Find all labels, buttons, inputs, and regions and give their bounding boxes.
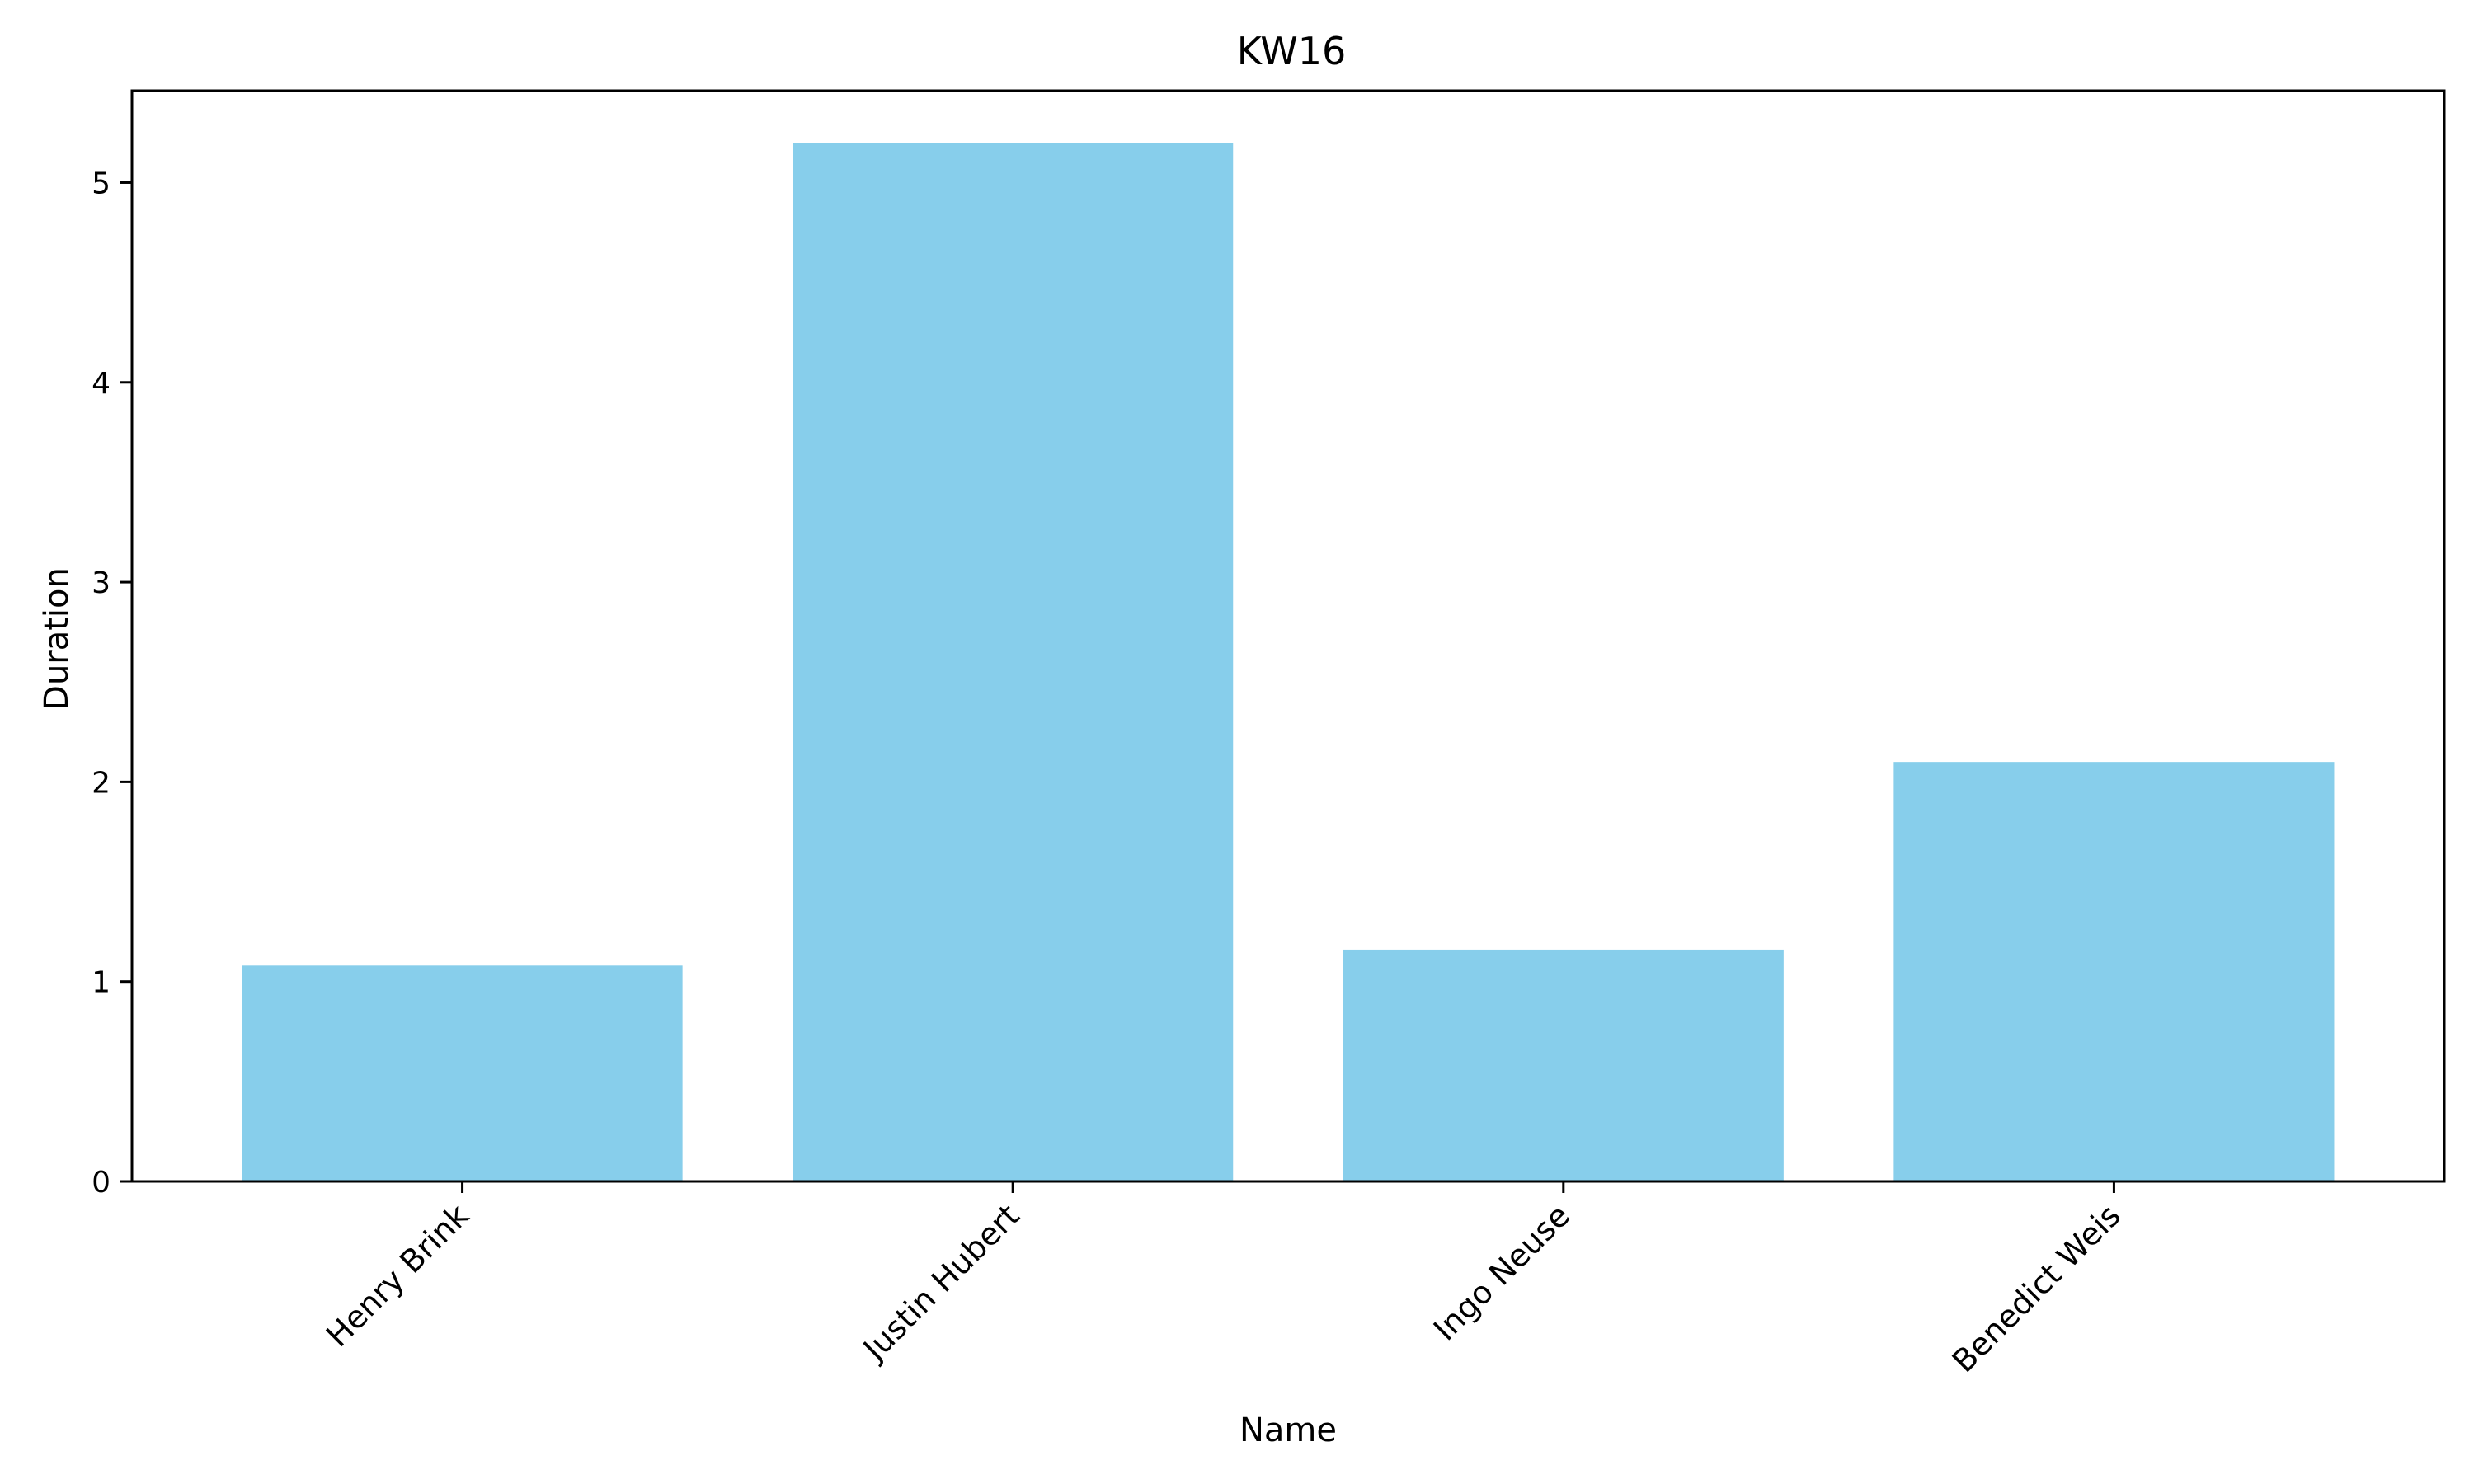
y-tick-label: 2 [92,766,111,800]
y-axis-label: Duration [38,567,76,711]
bar-ingo-neuse [1343,949,1784,1181]
x-axis-label: Name [1239,1411,1337,1449]
y-axis-ticks: 0 1 2 3 4 5 [92,167,132,1200]
bar-benedict-weis [1893,762,2335,1181]
bar-justin-hubert [793,143,1234,1181]
y-tick-label: 4 [92,367,111,401]
chart-title: KW16 [1237,29,1347,73]
bar-henry-brink [242,965,683,1181]
plot-frame [130,89,2446,1183]
y-tick-label: 3 [92,566,111,600]
y-tick-label: 1 [92,966,111,1000]
bars-group [242,143,2335,1181]
y-tick-label: 5 [92,167,111,200]
y-tick-label: 0 [92,1166,111,1200]
